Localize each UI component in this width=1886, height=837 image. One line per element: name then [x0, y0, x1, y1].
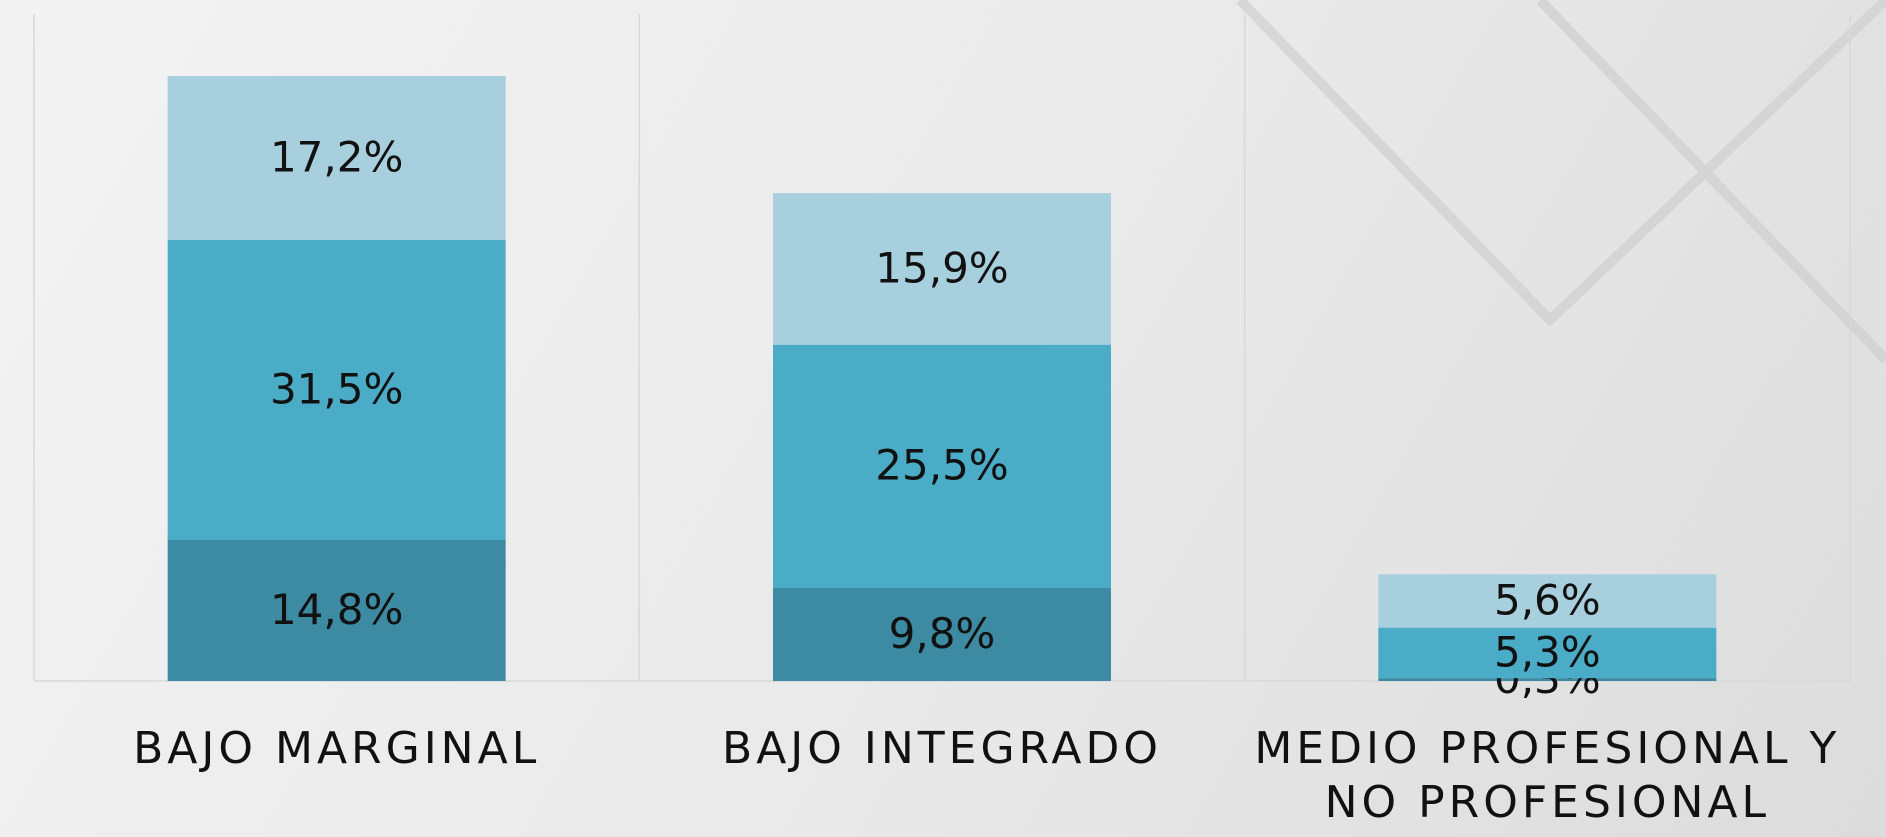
bar-segment: [167, 76, 506, 240]
bar-segment: [167, 239, 506, 540]
value-label: 15,9%: [875, 243, 1008, 292]
value-label: 5,3%: [1494, 627, 1601, 676]
category-label: BAJO MARGINAL: [133, 723, 541, 774]
category-label: BAJO INTEGRADO: [722, 723, 1162, 774]
bar-segment: [1378, 678, 1717, 681]
bar-segment: [773, 344, 1111, 588]
background-lines: [1236, 0, 1886, 364]
value-label: 14,8%: [270, 585, 403, 634]
decor-line: [1536, 0, 1886, 364]
value-label: 5,6%: [1494, 575, 1601, 624]
bar-segment: [1378, 627, 1717, 679]
bar-segment: [773, 193, 1111, 345]
bar-segment: [773, 587, 1111, 681]
value-label: 31,5%: [270, 364, 403, 413]
decor-line: [1236, 0, 1886, 328]
value-label: 9,8%: [889, 609, 996, 658]
value-label: 25,5%: [875, 441, 1008, 490]
bar-segment: [1378, 574, 1717, 628]
bar-segment: [167, 539, 506, 681]
value-label: 17,2%: [270, 132, 403, 181]
category-label: MEDIO PROFESIONAL Y NO PROFESIONAL: [1254, 723, 1841, 828]
